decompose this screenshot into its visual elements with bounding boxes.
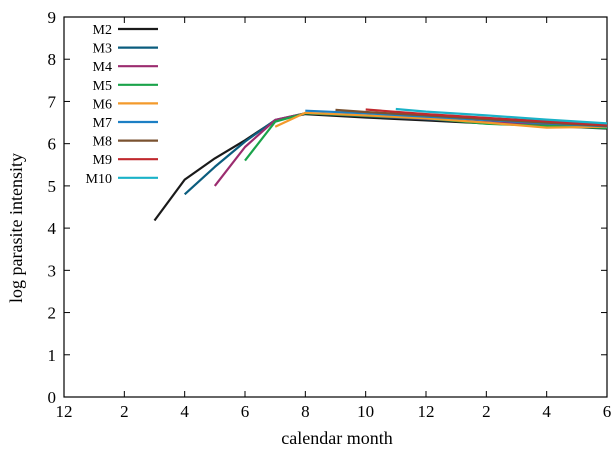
y-axis-label: log parasite intensity bbox=[6, 153, 26, 303]
x-tick-label: 2 bbox=[482, 402, 491, 421]
series-line-m8 bbox=[335, 108, 608, 127]
legend-label-m3: M3 bbox=[93, 42, 112, 57]
series-lines bbox=[153, 107, 608, 222]
x-tick-label: 2 bbox=[120, 402, 129, 421]
legend-label-m4: M4 bbox=[93, 60, 112, 75]
plot-frame bbox=[63, 16, 608, 398]
y-tick-label: 9 bbox=[48, 8, 57, 27]
y-tick-label: 5 bbox=[48, 177, 57, 196]
x-tick-label: 6 bbox=[241, 402, 250, 421]
legend-label-m6: M6 bbox=[93, 97, 112, 112]
x-tick-label: 6 bbox=[603, 402, 612, 421]
y-tick-label: 8 bbox=[48, 50, 57, 69]
legend-label-m7: M7 bbox=[93, 116, 112, 131]
legend-label-m8: M8 bbox=[93, 135, 112, 150]
legend-label-m2: M2 bbox=[93, 23, 112, 38]
series-line-m6 bbox=[274, 111, 608, 129]
y-tick-label: 2 bbox=[48, 304, 57, 323]
y-tick-label: 6 bbox=[48, 135, 57, 154]
y-tick-label: 0 bbox=[48, 388, 57, 407]
y-tick-label: 4 bbox=[48, 219, 57, 238]
legend: M2 M3 M4 M5 M6 M7 M8 M9 M10 bbox=[86, 23, 158, 187]
series-line-m10 bbox=[395, 107, 608, 125]
legend-label-m5: M5 bbox=[93, 79, 112, 94]
x-tick-label: 12 bbox=[418, 402, 435, 421]
x-tick-label: 4 bbox=[542, 402, 551, 421]
legend-label-m10: M10 bbox=[86, 172, 112, 187]
x-tick-label: 8 bbox=[301, 402, 310, 421]
series-line-m2 bbox=[153, 112, 608, 222]
x-axis-label: calendar month bbox=[281, 428, 392, 448]
y-tick-label: 3 bbox=[48, 261, 57, 280]
legend-label-m9: M9 bbox=[93, 153, 112, 168]
x-tick-label: 4 bbox=[180, 402, 189, 421]
x-tick-label: 10 bbox=[357, 402, 374, 421]
series-line-m9 bbox=[365, 108, 608, 127]
y-tick-label: 7 bbox=[48, 92, 57, 111]
x-tick-label: 12 bbox=[56, 402, 73, 421]
y-tick-label: 1 bbox=[48, 346, 57, 365]
